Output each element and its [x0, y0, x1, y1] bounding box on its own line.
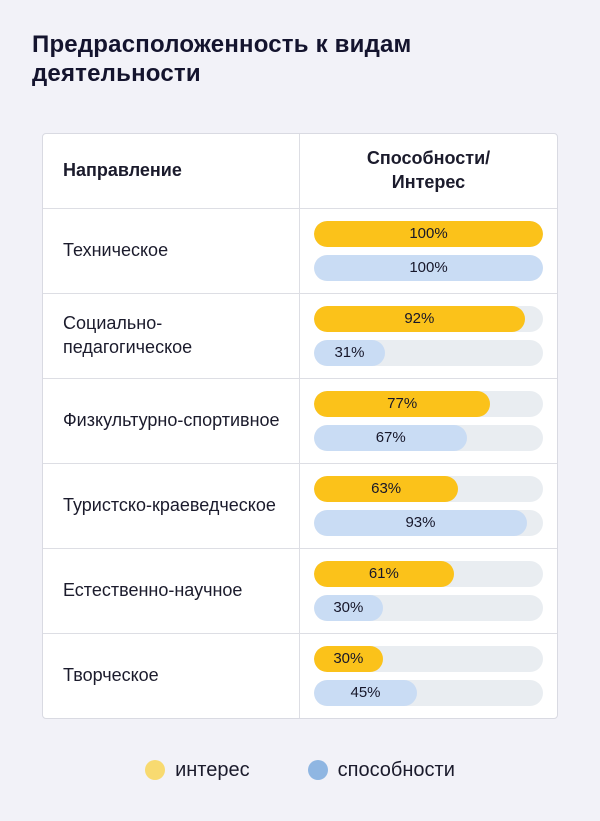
ability-bar: 30% [314, 594, 383, 621]
bar-value-label: 30% [333, 650, 364, 668]
bars-cell: 77% 67% [300, 379, 557, 463]
bar-value-label: 92% [404, 310, 435, 328]
table-row: Техническое 100% 100% [43, 207, 557, 293]
direction-label: Естественно-научное [43, 548, 300, 633]
interest-bar: 92% [314, 305, 525, 332]
table-row: Естественно-научное 61% 30% [43, 547, 557, 633]
table-row: Физкультурно-спортивное 77% 67% [43, 377, 557, 463]
bar-value-label: 30% [333, 599, 364, 617]
legend-item-interest: интерес [145, 759, 250, 782]
direction-label: Техническое [43, 208, 300, 293]
legend-label-ability: способности [337, 758, 455, 781]
interest-bar-track: 63% [314, 475, 543, 502]
infographic-page: Предрасположенность к видам деятельности… [32, 31, 568, 782]
legend-item-ability: способности [307, 758, 455, 782]
table-row: Социально-педагогическое 92% 31% [43, 292, 557, 378]
ability-color-dot [307, 760, 328, 781]
ability-bar-track: 30% [314, 594, 543, 621]
bars-cell: 92% 31% [300, 294, 557, 378]
direction-label: Физкультурно-спортивное [43, 378, 300, 463]
interest-bar: 100% [314, 220, 543, 247]
bars-cell: 100% 100% [300, 209, 557, 293]
bar-value-label: 77% [387, 395, 418, 413]
ability-bar-track: 67% [314, 424, 543, 451]
interest-bar: 30% [314, 645, 383, 672]
bar-value-label: 31% [334, 344, 365, 362]
bar-value-label: 100% [409, 259, 448, 277]
bar-value-label: 67% [375, 429, 406, 447]
ability-bar-track: 45% [314, 679, 543, 706]
page-title: Предрасположенность к видам деятельности [32, 31, 412, 88]
table-row: Туристско-краеведческое 63% 93% [43, 462, 557, 548]
ability-bar: 67% [314, 424, 468, 451]
ability-bar: 100% [314, 254, 543, 281]
legend: интерес способности [32, 759, 568, 782]
table-header-row: Направление Способности/ Интерес [43, 133, 557, 208]
interest-bar-track: 61% [314, 560, 543, 587]
interest-bar-track: 92% [314, 305, 543, 332]
interest-bar-track: 77% [314, 390, 543, 417]
ability-bar-track: 93% [314, 509, 543, 536]
interest-bar-track: 30% [314, 645, 543, 672]
bars-cell: 63% 93% [300, 464, 557, 548]
bar-value-label: 63% [371, 480, 402, 498]
legend-label-interest: интерес [175, 758, 250, 781]
ability-bar-track: 100% [314, 254, 543, 281]
interest-bar: 63% [314, 475, 459, 502]
ability-bar: 45% [314, 679, 418, 706]
direction-label: Творческое [43, 633, 300, 718]
table-body: Техническое 100% 100% Социально-педагогичес… [43, 207, 557, 718]
ability-bar: 31% [314, 339, 385, 366]
bar-value-label: 45% [350, 684, 381, 702]
interest-bar: 61% [314, 560, 454, 587]
interest-bar-track: 100% [314, 220, 543, 247]
bars-cell: 61% 30% [300, 549, 557, 633]
bar-value-label: 93% [405, 514, 436, 532]
ability-bar: 93% [314, 509, 527, 536]
predisposition-table: Направление Способности/ Интерес Техниче… [42, 132, 558, 719]
table-row: Творческое 30% 45% [43, 632, 557, 718]
column-header-direction: Направление [43, 133, 300, 208]
column-header-ability-interest: Способности/ Интерес [366, 148, 491, 192]
bar-value-label: 100% [409, 225, 448, 243]
ability-bar-track: 31% [314, 339, 543, 366]
direction-label: Социально-педагогическое [43, 293, 300, 378]
bar-value-label: 61% [368, 565, 399, 583]
interest-bar: 77% [314, 390, 491, 417]
interest-color-dot [145, 760, 166, 781]
bars-cell: 30% 45% [300, 634, 557, 718]
direction-label: Туристско-краеведческое [43, 463, 300, 548]
